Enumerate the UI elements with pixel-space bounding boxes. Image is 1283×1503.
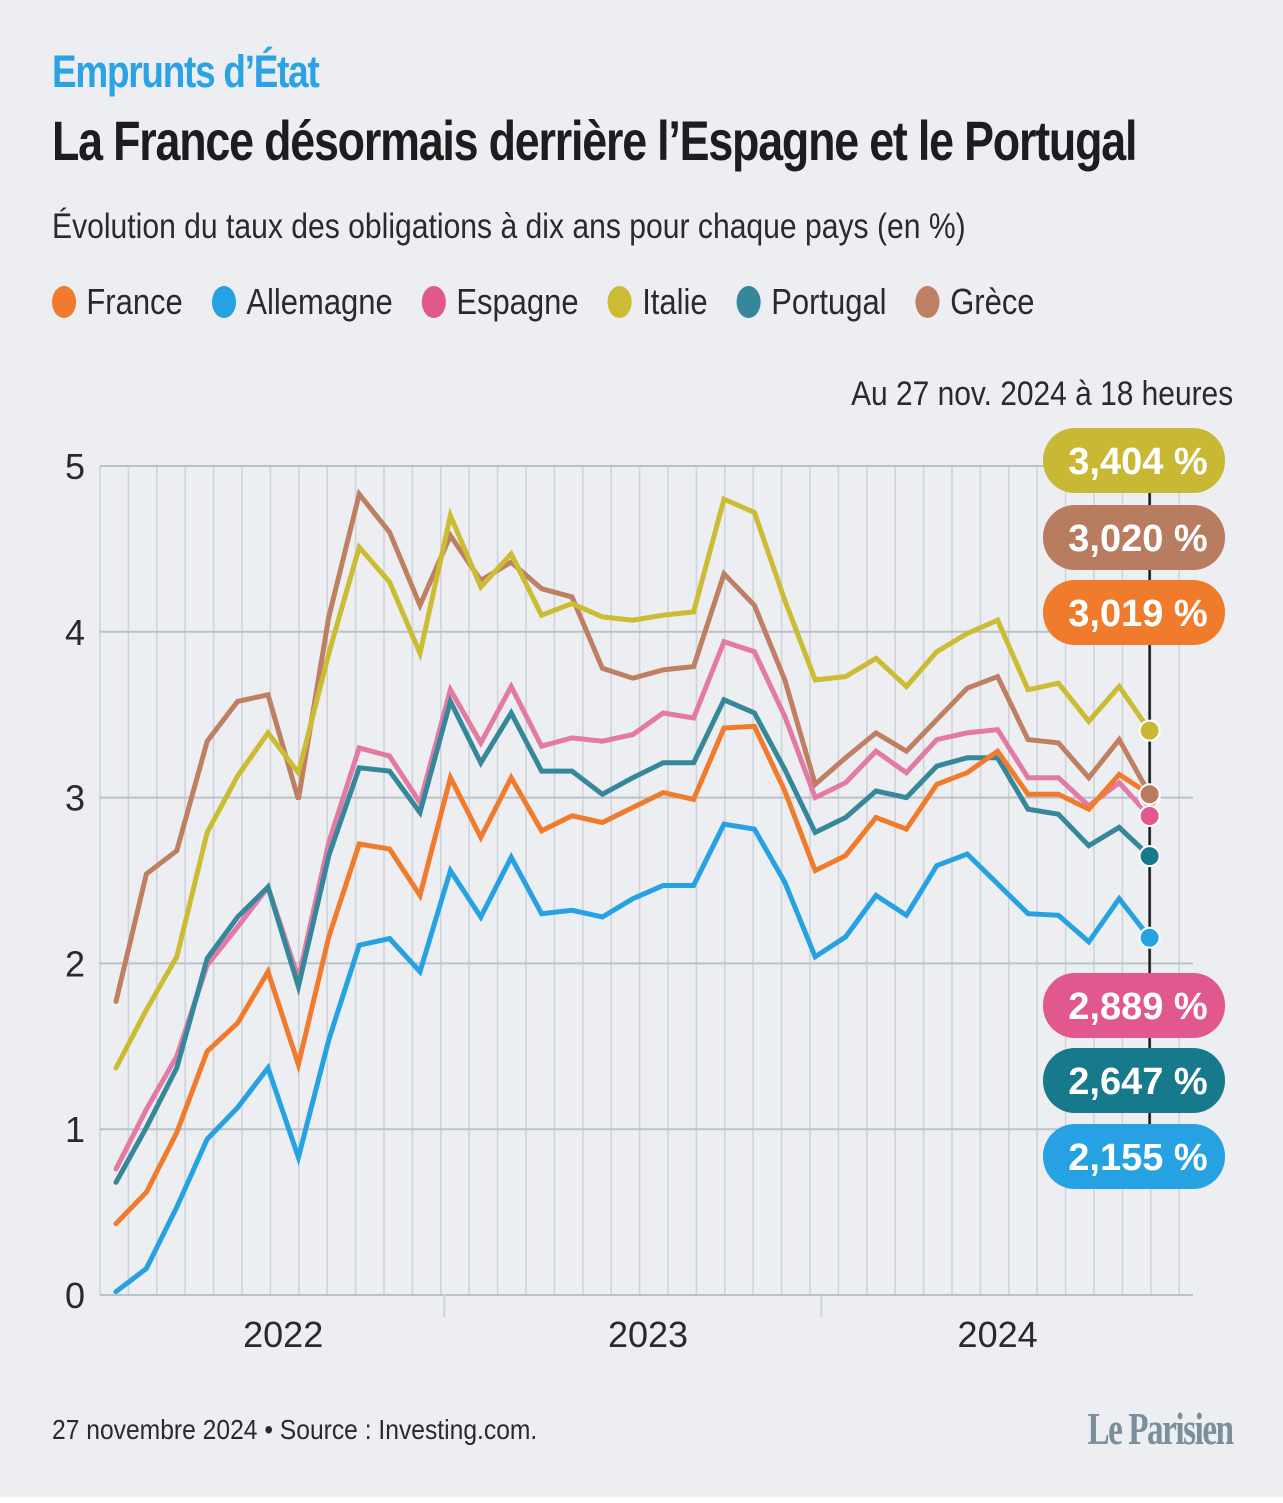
le-parisien-logo: Le Parisien — [1087, 1403, 1235, 1454]
end-dot-italie — [1138, 719, 1161, 742]
line-chart: 0 1 2 3 4 5 2022 2023 2024 3,404 % 3,020 % 3,019 … — [65, 428, 1225, 1355]
y-tick-label: 1 — [65, 1109, 85, 1150]
as-of-note: Au 27 nov. 2024 à 18 heures — [850, 375, 1233, 413]
end-dot-portugal — [1138, 845, 1161, 868]
end-label-pill-espagne — [1043, 973, 1225, 1038]
series-line-portugal — [113, 694, 1153, 1185]
end-label-value: 3,020 % — [1068, 518, 1207, 560]
end-label-pill-grèce — [1043, 505, 1225, 570]
chart-subtitle: Évolution du taux des obligations à dix … — [52, 207, 966, 246]
legend-label: France — [86, 281, 183, 322]
end-label-pill-france — [1043, 580, 1225, 645]
legend-dot-icon — [212, 286, 237, 318]
legend-dot-icon — [915, 286, 940, 318]
end-label-value: 2,155 % — [1068, 1137, 1207, 1179]
legend-item-allemagne: Allemagne — [212, 281, 393, 323]
end-label-value: 3,404 % — [1068, 441, 1207, 483]
end-dots — [1138, 719, 1161, 949]
end-label-value: 2,647 % — [1068, 1061, 1207, 1103]
y-tick-label: 5 — [65, 446, 85, 487]
legend-item-france: France — [52, 281, 183, 323]
x-tick-label: 2023 — [608, 1314, 688, 1355]
end-label-value: 2,889 % — [1068, 986, 1207, 1028]
legend-item-portugal: Portugal — [736, 281, 887, 323]
end-label-pill-allemagne — [1043, 1124, 1225, 1189]
legend-dot-icon — [607, 286, 632, 318]
page-title: La France désormais derrière l’Espagne e… — [52, 109, 1137, 172]
end-label-pill-italie — [1043, 428, 1225, 493]
y-tick-label: 3 — [65, 778, 85, 819]
legend-label: Allemagne — [246, 281, 393, 322]
legend-item-grèce: Grèce — [915, 281, 1035, 323]
end-dot-grèce — [1138, 783, 1161, 806]
legend-item-italie: Italie — [607, 281, 708, 323]
legend: France Allemagne Espagne Italie Portugal Grèc… — [52, 281, 1064, 323]
series-lines — [113, 488, 1153, 1295]
x-tick-label: 2022 — [243, 1314, 323, 1355]
series-line-allemagne — [113, 821, 1153, 1295]
series-line-italie — [113, 495, 1153, 1071]
y-tick-label: 0 — [65, 1275, 85, 1316]
end-label-value: 3,019 % — [1068, 593, 1207, 635]
legend-label: Portugal — [771, 281, 887, 322]
x-axis: 2022 2023 2024 — [243, 1295, 1038, 1355]
legend-label: Espagne — [456, 281, 579, 322]
legend-label: Grèce — [950, 281, 1035, 322]
y-tick-label: 4 — [65, 612, 85, 653]
end-dot-espagne — [1138, 805, 1161, 828]
source-note: 27 novembre 2024 • Source : Investing.co… — [52, 1414, 538, 1445]
x-tick-label: 2024 — [958, 1314, 1038, 1355]
series-line-grèce — [113, 488, 1153, 1004]
legend-item-espagne: Espagne — [421, 281, 579, 323]
legend-dot-icon — [421, 286, 447, 318]
grid — [99, 465, 1193, 1296]
legend-dot-icon — [52, 286, 77, 318]
legend-dot-icon — [736, 286, 761, 318]
end-labels: 3,404 % 3,020 % 3,019 % 2,889 % 2,647 % 2,155… — [1043, 428, 1225, 1189]
series-line-france — [113, 723, 1153, 1227]
legend-label: Italie — [642, 281, 708, 322]
end-dot-allemagne — [1138, 926, 1161, 949]
y-tick-label: 2 — [65, 943, 85, 984]
end-label-pill-portugal — [1043, 1048, 1225, 1113]
y-axis: 0 1 2 3 4 5 — [65, 446, 85, 1316]
kicker: Emprunts d’État — [52, 46, 320, 97]
